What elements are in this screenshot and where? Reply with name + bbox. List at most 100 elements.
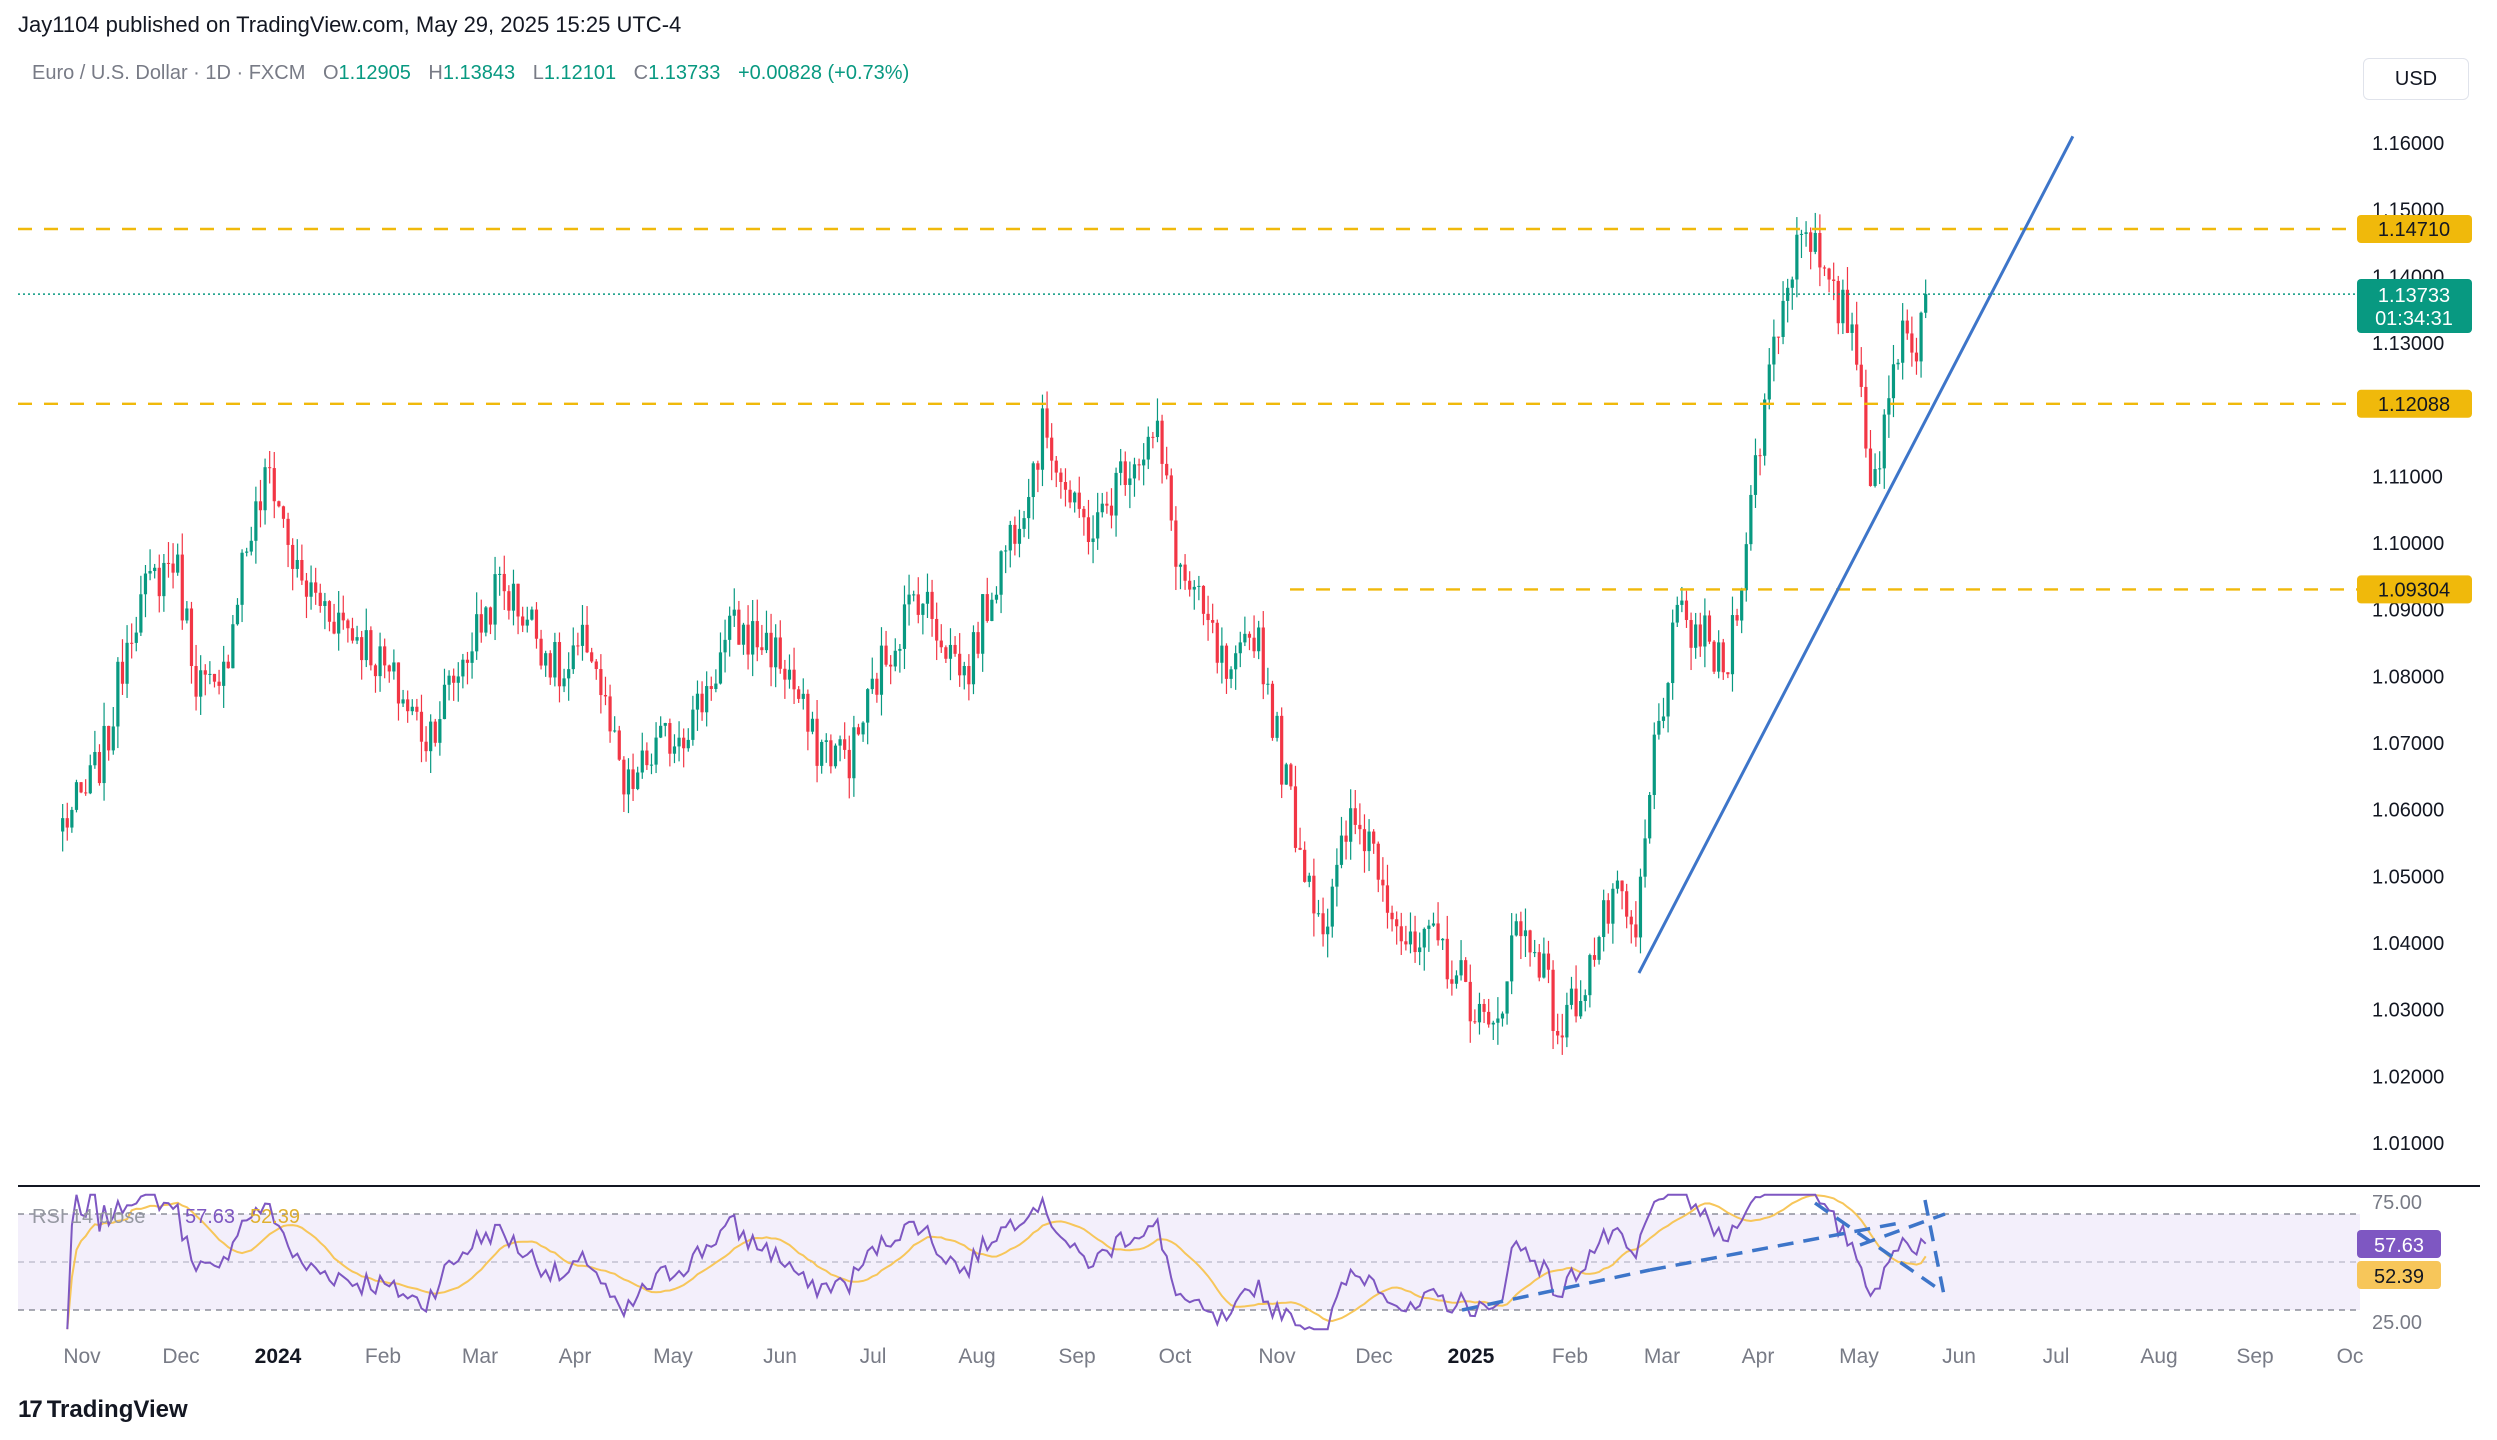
symbol-name[interactable]: Euro / U.S. Dollar · 1D · FXCM [32,62,306,84]
candle-body [1809,232,1813,252]
candle [1712,640,1716,675]
candle [1841,279,1845,335]
candle [314,567,318,605]
candle [1868,430,1873,487]
candle [102,702,106,801]
time-tick-label: May [653,1345,693,1368]
candle [1473,1009,1477,1024]
candle-body [502,573,506,592]
candle [930,579,934,637]
time-axis[interactable]: Nov Dec 2024 Feb Mar Apr May Jun Jul Aug Sep Oct Nov… [63,1345,2363,1368]
time-tick-label: Jul [860,1345,887,1368]
close-label: C [633,62,649,84]
candle [1666,681,1670,733]
candle [1247,631,1252,651]
price-tag: 1.13733 01:34:31 [2357,279,2472,333]
candle [1109,488,1114,529]
candle [143,564,148,618]
time-tick-label: Apr [1742,1345,1775,1368]
candle [1137,458,1141,481]
candle-body [88,765,92,794]
candle [958,633,962,687]
candle-body [419,711,424,742]
candle-body [1464,960,1468,982]
candle [1859,347,1863,398]
candle [833,743,838,769]
candle-body [774,637,778,668]
candle-body [1459,960,1463,976]
candle [1252,615,1256,658]
rsi-ma-tag: 52.39 [2374,1266,2424,1288]
candle [1220,627,1224,684]
candle-body [148,570,152,574]
candle [861,721,865,742]
candle [1606,893,1610,934]
candle [626,758,631,814]
candle-body [866,689,870,723]
candle [65,802,69,841]
candle-body [438,719,442,743]
candle-body [1201,585,1206,614]
candle [231,614,235,669]
candle-body [240,552,244,605]
candle-body [116,661,120,727]
candle-body [1753,455,1758,495]
candle [424,726,428,762]
candle [902,585,907,670]
time-tick-label: Oc [2337,1345,2364,1368]
candle-body [429,721,433,752]
candle-body [387,665,391,672]
candle-body [1146,436,1150,460]
candle-body [1680,600,1684,605]
price-tag-bg [2357,279,2472,333]
candle [346,618,350,643]
candle-body [1234,653,1238,670]
candle [1059,468,1063,499]
candle [544,650,548,677]
candle [378,632,382,692]
candle [1307,872,1311,888]
candle [107,725,111,761]
price-axis[interactable]: 1.160001.150001.140001.130001.110001.100… [2372,133,2444,1155]
candle [323,592,327,630]
trendline[interactable] [1637,135,2075,974]
candle-body [539,638,543,666]
candle [889,655,893,685]
candle [1569,976,1574,1010]
candle [1464,957,1468,983]
candle [709,676,713,701]
candle-body [824,740,828,742]
candle-body [1390,912,1394,920]
candle [1422,927,1426,971]
candle [1813,212,1817,255]
candle [1303,841,1307,883]
candle [557,632,562,703]
candle [939,624,943,653]
currency-button[interactable]: USD [2363,58,2469,100]
candle-body [1022,518,1026,529]
candle-body [1666,683,1670,717]
candle [1445,915,1449,989]
candle-body [1137,464,1141,466]
candle [1496,997,1500,1045]
candle [1293,765,1298,853]
candle-body [125,642,129,684]
candle-body [281,506,286,519]
candle [318,583,322,613]
candle [1183,554,1187,590]
candle [1776,336,1781,355]
candle-body [672,746,677,754]
tradingview-brand: TradingView [46,1396,188,1423]
rsi-axis[interactable]: 75.00 25.00 [2372,1192,2422,1334]
price-tick-label: 1.01000 [2372,1133,2444,1155]
candle [645,742,649,770]
candle-body [1850,324,1854,333]
time-tick-label: Jun [1942,1345,1976,1368]
candle-body [84,792,88,794]
candle [1408,912,1413,954]
candle [245,547,249,557]
publisher-caption: Jay1104 published on TradingView.com, Ma… [18,12,682,37]
candle-body [410,706,414,712]
candle [847,735,851,799]
